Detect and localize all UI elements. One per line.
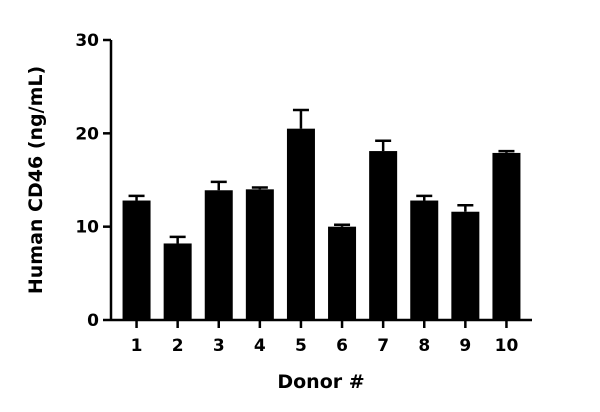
x-tick-label: 9 (459, 336, 471, 356)
bar-donor-5 (286, 128, 315, 320)
x-tick-label: 10 (495, 336, 519, 356)
bar-donor-8 (410, 200, 439, 320)
y-tick-label: 10 (75, 218, 99, 238)
y-tick-label: 20 (75, 124, 99, 144)
bar-donor-7 (369, 151, 398, 320)
error-bars (128, 108, 515, 244)
x-tick-label: 2 (172, 336, 184, 356)
bars (122, 128, 521, 320)
x-axis: 1 2 3 4 5 6 7 8 9 10 (111, 318, 532, 356)
x-ticks: 1 2 3 4 5 6 7 8 9 10 (131, 320, 519, 356)
x-axis-label: Donor # (277, 371, 364, 393)
bar-donor-1 (122, 200, 151, 320)
bar-donor-9 (451, 211, 480, 320)
y-tick-label: 0 (87, 311, 99, 331)
x-tick-label: 4 (254, 336, 266, 356)
y-ticks: 0 10 20 30 (75, 31, 111, 331)
x-tick-label: 5 (295, 336, 307, 356)
bar-donor-3 (204, 190, 233, 320)
x-tick-label: 3 (213, 336, 225, 356)
x-tick-label: 1 (131, 336, 143, 356)
bar-donor-2 (163, 243, 192, 320)
y-axis-label: Human CD46 (ng/mL) (25, 66, 47, 294)
x-tick-label: 8 (418, 336, 430, 356)
y-axis: 0 10 20 30 (75, 31, 113, 331)
y-tick-label: 30 (75, 31, 99, 51)
x-tick-label: 7 (377, 336, 389, 356)
bar-donor-4 (245, 189, 274, 320)
bar-donor-6 (328, 226, 357, 320)
x-tick-label: 6 (336, 336, 348, 356)
bar-donor-10 (492, 152, 521, 320)
